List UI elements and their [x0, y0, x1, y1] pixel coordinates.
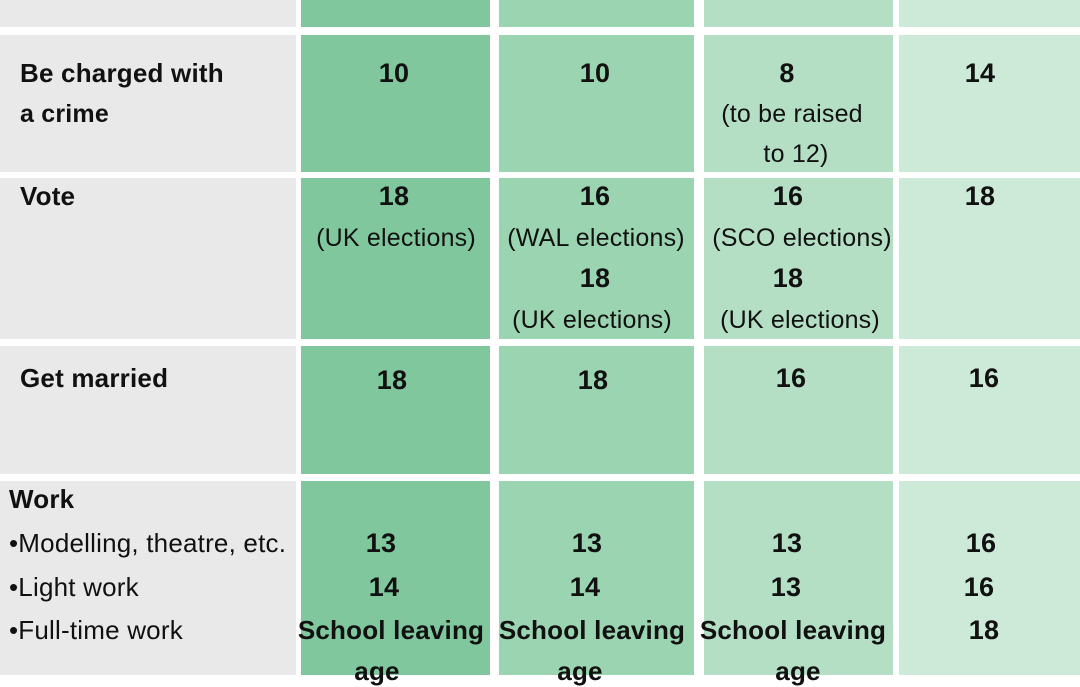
work-cell-col4 — [899, 481, 1080, 675]
vote-age-col3: 16 — [772, 181, 804, 211]
vote-label: Vote — [20, 181, 76, 211]
vote-note-col3-b: (UK elections) — [720, 306, 880, 334]
work-item-light-col2: 14 — [569, 572, 601, 602]
top-cell-col1 — [301, 0, 490, 27]
work-item-modelling-col4: 16 — [965, 528, 997, 558]
charged-age-col1: 10 — [378, 58, 410, 88]
vote-age-col2-b: 18 — [579, 263, 611, 293]
work-item-modelling-label: •Modelling, theatre, etc. — [9, 528, 287, 558]
married-cell-col2 — [499, 346, 694, 474]
vote-note-col1: (UK elections) — [316, 224, 476, 252]
work-item-light-label: •Light work — [9, 572, 139, 602]
work-item-fulltime-col2: School leaving — [498, 615, 686, 645]
work-item-light-col4: 16 — [963, 572, 995, 602]
work-item-fulltime-col1: School leaving — [297, 615, 485, 645]
work-item-fulltime-label: •Full-time work — [9, 615, 183, 645]
work-item-modelling-col3: 13 — [771, 528, 803, 558]
charged-cell-col2 — [499, 35, 694, 172]
work-item-fulltime-col4: 18 — [968, 615, 1000, 645]
charged-cell-col4 — [899, 35, 1080, 172]
work-item-modelling-col1: 13 — [365, 528, 397, 558]
vote-label-cell — [0, 178, 296, 339]
top-label-cell — [0, 0, 296, 27]
vote-note-col3: (SCO elections) — [712, 224, 892, 252]
work-label: Work — [9, 484, 75, 514]
married-cell-col3 — [704, 346, 893, 474]
married-age-col3: 16 — [775, 363, 807, 393]
vote-note-col2-b: (UK elections) — [512, 306, 672, 334]
charged-label-cell — [0, 35, 296, 172]
top-cell-col2 — [499, 0, 694, 27]
top-cell-col3 — [704, 0, 893, 27]
vote-age-col3-b: 18 — [772, 263, 804, 293]
married-age-col2: 18 — [577, 365, 609, 395]
charged-note-col3-line1: (to be raised — [721, 100, 863, 128]
vote-age-col1: 18 — [378, 181, 410, 211]
work-cell-col3 — [704, 481, 893, 675]
work-age-word-col3: age — [775, 656, 821, 686]
vote-note-col2: (WAL elections) — [507, 224, 685, 252]
married-label-cell — [0, 346, 296, 474]
married-age-col1: 18 — [376, 365, 408, 395]
charged-note-col3-line2: to 12) — [763, 140, 829, 168]
work-item-modelling-col2: 13 — [571, 528, 603, 558]
work-cell-col2 — [499, 481, 694, 675]
married-cell-col4 — [899, 346, 1080, 474]
charged-age-col4: 14 — [964, 58, 996, 88]
married-age-col4: 16 — [968, 363, 1000, 393]
vote-cell-col2 — [499, 178, 694, 339]
vote-cell-col1 — [301, 178, 490, 339]
work-age-word-col1: age — [354, 656, 400, 686]
vote-age-col2: 16 — [579, 181, 611, 211]
work-item-light-col1: 14 — [368, 572, 400, 602]
vote-age-col4: 18 — [964, 181, 996, 211]
work-item-fulltime-col3: School leaving — [699, 615, 887, 645]
married-label: Get married — [20, 363, 169, 393]
work-cell-col1 — [301, 481, 490, 675]
work-label-cell — [0, 481, 296, 675]
charged-cell-col3 — [704, 35, 893, 172]
vote-cell-col3 — [704, 178, 893, 339]
charged-label-line2: a crime — [20, 100, 109, 128]
charged-age-col2: 10 — [579, 58, 611, 88]
work-age-word-col2: age — [557, 656, 603, 686]
married-cell-col1 — [301, 346, 490, 474]
vote-cell-col4 — [899, 178, 1080, 339]
work-item-light-col3: 13 — [770, 572, 802, 602]
charged-cell-col1 — [301, 35, 490, 172]
charged-age-col3: 8 — [779, 58, 795, 88]
top-cell-col4 — [899, 0, 1080, 27]
charged-label-line1: Be charged with — [20, 58, 224, 88]
